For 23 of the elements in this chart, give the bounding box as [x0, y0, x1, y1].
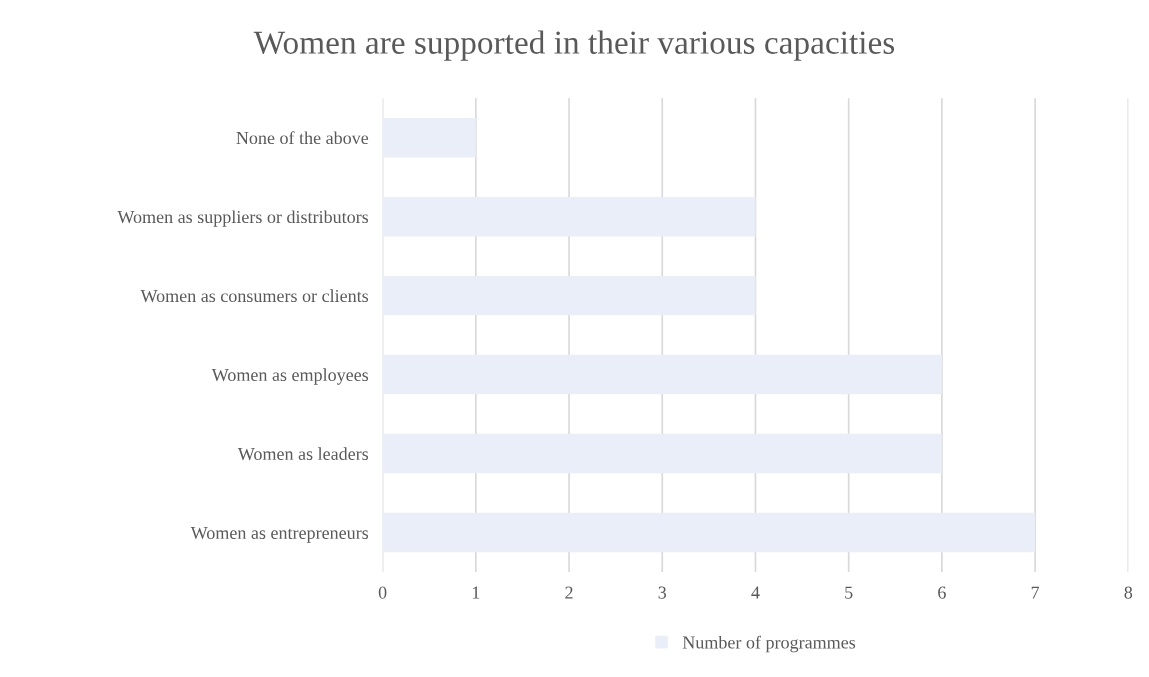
- x-tick-label: 6: [938, 586, 946, 599]
- x-tick-label: 1: [472, 586, 480, 599]
- x-tick-label: 4: [751, 586, 760, 599]
- x-tick-label: 3: [658, 586, 667, 599]
- y-tick-label: Women as consumers or clients: [140, 289, 369, 303]
- y-tick-label: Women as entrepreneurs: [190, 527, 369, 543]
- bar: [382, 196, 756, 237]
- legend-label: Number of programmes: [682, 635, 856, 653]
- y-tick-label: Women as leaders: [237, 447, 369, 461]
- bar: [382, 354, 942, 395]
- y-tick-label: Women as employees: [211, 368, 369, 385]
- y-tick-label: Women as suppliers or distributors: [117, 210, 369, 227]
- x-tick-label: 0: [378, 586, 387, 599]
- bar: [382, 512, 1036, 553]
- x-tick-label: 8: [1124, 586, 1133, 599]
- chart-title: Women are supported in their various capacities: [253, 30, 895, 61]
- x-tick-label: 5: [845, 586, 853, 599]
- x-tick-label: 2: [565, 586, 573, 599]
- x-tick-label: 7: [1031, 586, 1040, 599]
- bar: [382, 117, 476, 158]
- y-tick-label: None of the above: [236, 131, 369, 145]
- bar: [382, 433, 942, 474]
- bar: [382, 275, 756, 316]
